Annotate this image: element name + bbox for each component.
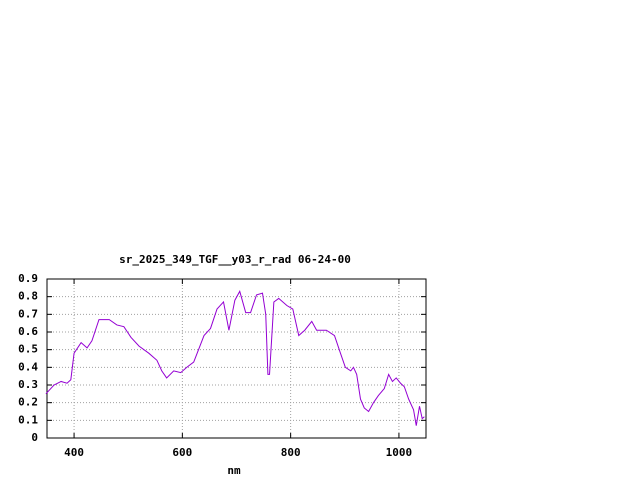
y-tick-label: 0.8 [18,290,38,303]
y-tick-label: 0.3 [18,378,38,391]
y-tick-label: 0.1 [18,413,38,426]
y-tick-label: 0.7 [18,307,38,320]
y-tick-label: 0.2 [18,396,38,409]
data-line [45,290,425,426]
x-tick-label: 1000 [386,446,413,459]
x-tick-label: 600 [172,446,192,459]
y-tick-label: 0.9 [18,272,38,285]
y-tick-label: 0.4 [18,360,38,373]
x-tick-label: 400 [64,446,84,459]
x-axis-label: nm [227,464,241,477]
x-tick-label: 800 [281,446,301,459]
y-tick-label: 0.6 [18,325,38,338]
y-tick-label: 0.5 [18,343,38,356]
y-tick-label: 0 [31,431,38,444]
chart-title: sr_2025_349_TGF__y03_r_rad 06-24-00 [119,253,351,266]
plot-frame [46,278,427,439]
